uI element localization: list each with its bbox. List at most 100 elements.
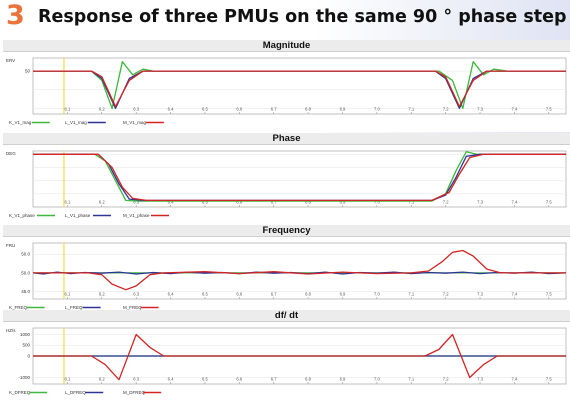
x-tick-label: 6.8 xyxy=(305,200,311,205)
legend-label: L_DFREQ xyxy=(65,390,86,395)
x-tick-label: 7.1 xyxy=(408,292,414,297)
x-tick-label: 6.2 xyxy=(99,107,105,112)
phase-chart: DEG 6.1 6.2 6.3 6.4 6.5 6.6 6.7 6.8 6.9 7.0 7.1 7.2 7… xyxy=(6,150,567,218)
y-axis-label: ERV xyxy=(6,58,15,63)
x-tick-label: 6.3 xyxy=(133,200,139,205)
figure-header: 3 Response of three PMUs on the same 90 … xyxy=(0,0,570,31)
x-tick-label: 6.1 xyxy=(64,377,70,382)
y-tick-label: 500 xyxy=(22,343,30,348)
x-tick-label: 6.5 xyxy=(202,107,208,112)
x-tick-label: 6.5 xyxy=(202,377,208,382)
x-tick-label: 7.5 xyxy=(546,107,552,112)
x-tick-label: 6.7 xyxy=(271,107,277,112)
x-tick-label: 6.1 xyxy=(64,107,70,112)
legend-label: K_V1_phase xyxy=(9,213,35,218)
x-tick-label: 7.0 xyxy=(374,107,380,112)
magnitude-chart: ERV 50 6.1 6.2 6.3 6.4 6.5 6.6 6.7 6.8 6.9 7.0 7.1 7.… xyxy=(6,57,567,125)
x-tick-label: 6.7 xyxy=(271,292,277,297)
x-tick-label: 7.2 xyxy=(443,377,449,382)
x-tick-label: 6.8 xyxy=(305,377,311,382)
x-tick-label: 7.0 xyxy=(374,200,380,205)
y-axis-label: HZ/s xyxy=(6,328,16,333)
x-tick-label: 6.7 xyxy=(271,377,277,382)
frequency-chart: FRU 50.0 50.0 45.0 6.1 6.2 6.3 6.4 6.5 6.6 6.7 6.8 6… xyxy=(6,242,567,310)
x-tick-label: 6.5 xyxy=(202,200,208,205)
magnitude-panel: Magnitude ERV 50 6.1 6.2 6.3 6.4 6.5 6.6 6.7 6.8 6… xyxy=(3,40,570,132)
frequency-panel: Frequency FRU 50.0 50.0 45.0 6.1 6.2 6.3 6.4 6.5… xyxy=(3,225,570,317)
dfdt-panel: df/ dt HZ/s 1000 500 0 -1000 6.1 6.2 6.3 6.4 6.5 6… xyxy=(3,310,570,402)
x-tick-label: 6.6 xyxy=(236,200,242,205)
x-tick-label: 7.0 xyxy=(374,377,380,382)
x-tick-label: 7.4 xyxy=(512,292,518,297)
panel-title: Phase xyxy=(3,133,570,145)
legend-label: L_V1_phase xyxy=(65,213,91,218)
figure-number: 3 xyxy=(6,0,25,31)
x-tick-label: 6.4 xyxy=(168,200,174,205)
x-tick-label: 7.5 xyxy=(546,292,552,297)
series-line-M_V1_phase xyxy=(33,153,566,202)
x-tick-label: 6.2 xyxy=(99,377,105,382)
x-tick-label: 7.4 xyxy=(512,377,518,382)
x-tick-label: 7.2 xyxy=(443,107,449,112)
x-tick-label: 6.4 xyxy=(168,107,174,112)
legend-label: M_FREQ xyxy=(123,305,142,310)
x-tick-label: 6.8 xyxy=(305,107,311,112)
x-tick-label: 6.5 xyxy=(202,292,208,297)
x-tick-label: 6.2 xyxy=(99,292,105,297)
plot-area xyxy=(32,150,567,208)
legend-label: M_DFREQ xyxy=(123,390,146,395)
y-tick-label: 1000 xyxy=(20,332,31,337)
legend-label: M_V1_mag xyxy=(123,120,147,125)
panel-title: Frequency xyxy=(3,225,570,237)
x-tick-label: 6.3 xyxy=(133,107,139,112)
legend-label: K_DFREQ xyxy=(9,390,31,395)
x-tick-label: 6.6 xyxy=(236,377,242,382)
y-tick-label: 45.0 xyxy=(21,289,30,294)
series-line-M_V1_mag xyxy=(33,70,566,108)
x-tick-label: 7.4 xyxy=(512,107,518,112)
x-tick-label: 7.3 xyxy=(477,200,483,205)
dfdt-chart: HZ/s 1000 500 0 -1000 6.1 6.2 6.3 6.4 6.5 6.6 6.7 6.… xyxy=(6,327,567,395)
x-tick-label: 6.1 xyxy=(64,200,70,205)
y-axis-label: DEG xyxy=(6,151,16,156)
y-tick-label: 0 xyxy=(27,354,30,359)
x-tick-label: 7.1 xyxy=(408,107,414,112)
x-tick-label: 6.1 xyxy=(64,292,70,297)
x-tick-label: 6.7 xyxy=(271,200,277,205)
legend-label: M_V1_phase xyxy=(123,213,150,218)
panel-title: Magnitude xyxy=(3,40,570,52)
legend-label: L_V1_mag xyxy=(65,120,87,125)
legend-label: K_V1_mag xyxy=(9,120,32,125)
x-tick-label: 7.5 xyxy=(546,377,552,382)
y-tick-label: 50 xyxy=(25,69,31,74)
x-tick-label: 6.9 xyxy=(340,107,346,112)
x-tick-label: 7.3 xyxy=(477,107,483,112)
panel-title: df/ dt xyxy=(3,310,570,322)
x-tick-label: 6.6 xyxy=(236,107,242,112)
y-tick-label: 50.0 xyxy=(21,252,30,257)
x-tick-label: 6.4 xyxy=(168,377,174,382)
legend-label: K_FREQ xyxy=(9,305,28,310)
x-tick-label: 6.2 xyxy=(99,200,105,205)
x-tick-label: 7.0 xyxy=(374,292,380,297)
x-tick-label: 6.9 xyxy=(340,200,346,205)
x-tick-label: 6.4 xyxy=(168,292,174,297)
series-line-M_DFREQ xyxy=(33,333,566,381)
x-tick-label: 7.1 xyxy=(408,200,414,205)
x-tick-label: 7.3 xyxy=(477,292,483,297)
y-tick-label: -1000 xyxy=(18,375,30,380)
x-tick-label: 7.2 xyxy=(443,200,449,205)
x-tick-label: 6.9 xyxy=(340,377,346,382)
phase-panel: Phase DEG 6.1 6.2 6.3 6.4 6.5 6.6 6.7 6.8 6.9 7.0 7… xyxy=(3,133,570,225)
legend-label: L_FREQ xyxy=(65,305,83,310)
x-tick-label: 6.3 xyxy=(133,292,139,297)
x-tick-label: 6.6 xyxy=(236,292,242,297)
x-tick-label: 7.4 xyxy=(512,200,518,205)
figure-title: Response of three PMUs on the same 90 ° … xyxy=(38,7,567,27)
y-tick-label: 50.0 xyxy=(21,270,30,275)
x-tick-label: 7.1 xyxy=(408,377,414,382)
series-line-M_FREQ xyxy=(33,249,566,291)
x-tick-label: 6.8 xyxy=(305,292,311,297)
x-tick-label: 7.3 xyxy=(477,377,483,382)
x-tick-label: 7.2 xyxy=(443,292,449,297)
